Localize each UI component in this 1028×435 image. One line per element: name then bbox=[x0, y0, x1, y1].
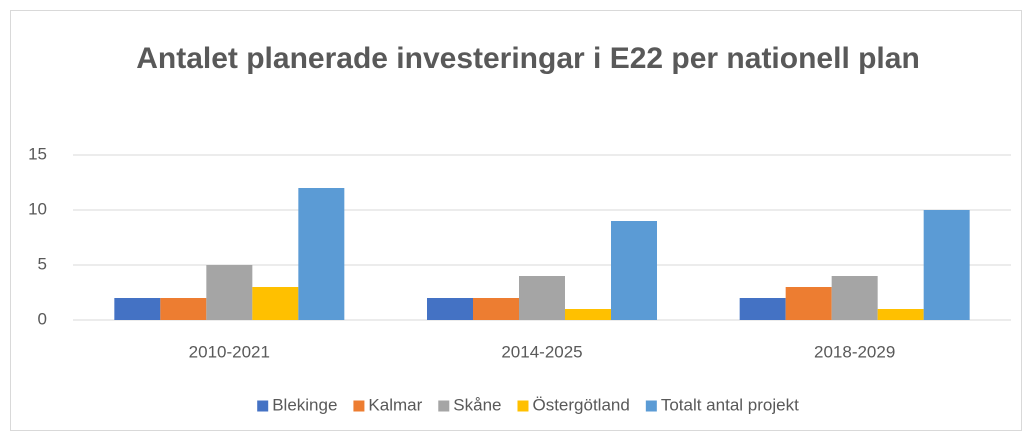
bar bbox=[160, 298, 207, 320]
y-tick-label: 10 bbox=[28, 199, 47, 218]
y-tick-label: 5 bbox=[38, 254, 47, 273]
legend-label: Kalmar bbox=[368, 395, 422, 414]
legend-swatch bbox=[257, 400, 269, 412]
bar bbox=[114, 298, 161, 320]
chart-title: Antalet planerade investeringar i E22 pe… bbox=[136, 42, 920, 75]
bar bbox=[206, 265, 253, 320]
bar bbox=[298, 188, 345, 320]
legend-swatch bbox=[517, 400, 529, 412]
legend-label: Östergötland bbox=[532, 395, 629, 414]
legend-label: Totalt antal projekt bbox=[661, 395, 799, 414]
x-tick-label: 2014-2025 bbox=[501, 342, 582, 361]
bar bbox=[877, 309, 924, 320]
bar bbox=[565, 309, 611, 320]
bar bbox=[831, 276, 878, 320]
legend-label: Skåne bbox=[453, 395, 501, 414]
bar bbox=[785, 287, 832, 320]
bar bbox=[611, 221, 657, 320]
legend-swatch bbox=[353, 400, 365, 412]
bar bbox=[473, 298, 519, 320]
bar bbox=[923, 210, 970, 320]
x-tick-label: 2010-2021 bbox=[189, 342, 270, 361]
bar bbox=[739, 298, 786, 320]
bar bbox=[252, 287, 299, 320]
legend-swatch bbox=[438, 400, 450, 412]
legend-label: Blekinge bbox=[272, 395, 337, 414]
chart-border bbox=[10, 10, 1022, 431]
x-tick-label: 2018-2029 bbox=[814, 342, 895, 361]
bar bbox=[519, 276, 565, 320]
y-tick-label: 0 bbox=[38, 309, 47, 328]
bar bbox=[427, 298, 473, 320]
legend-swatch bbox=[645, 400, 657, 412]
y-tick-label: 15 bbox=[28, 144, 47, 163]
